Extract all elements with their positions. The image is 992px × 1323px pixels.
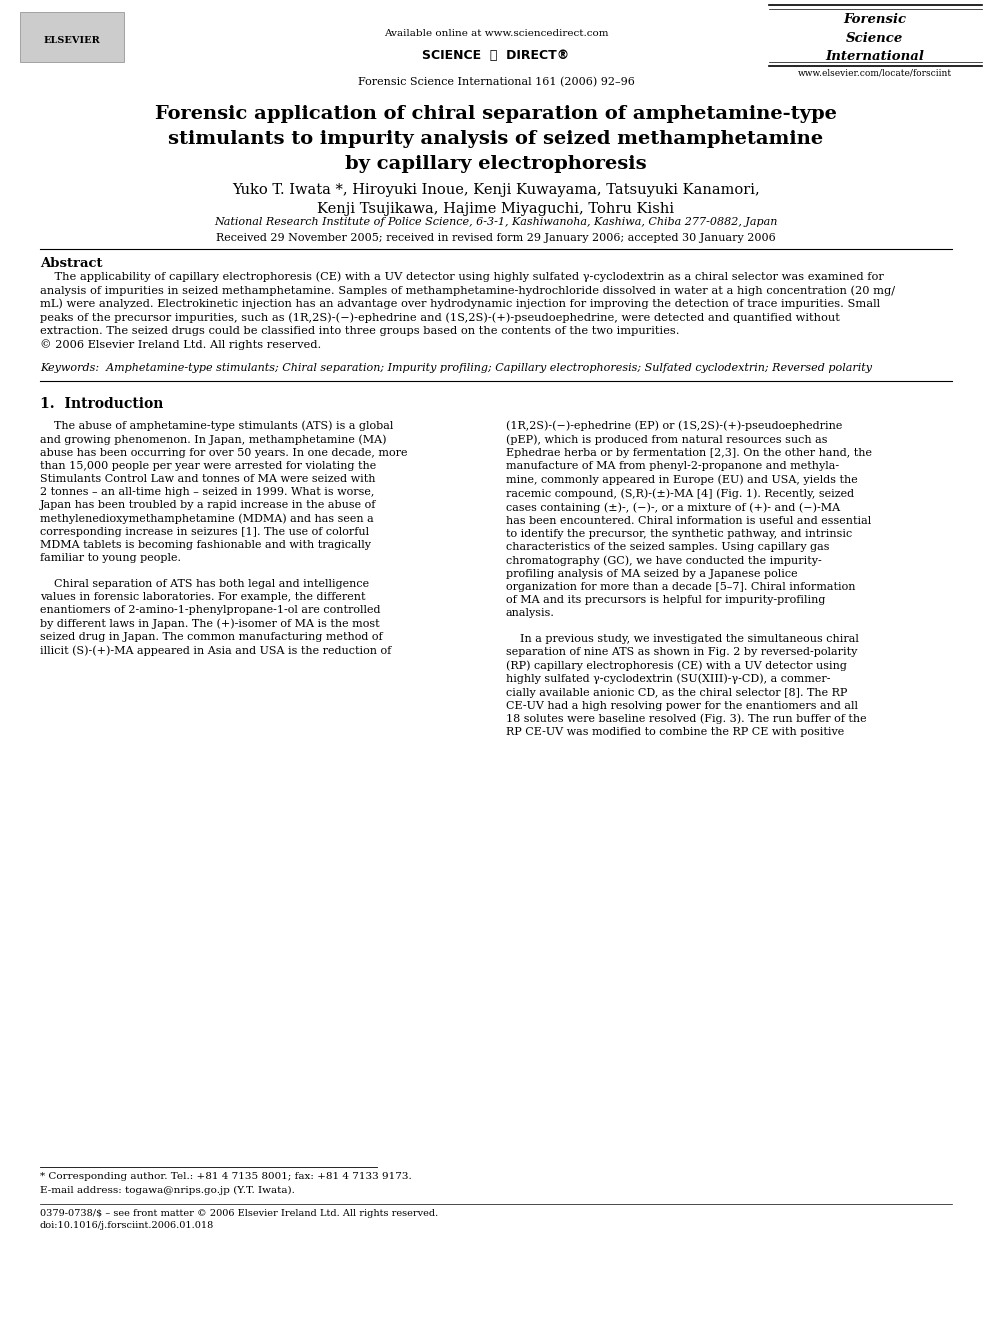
Text: International: International: [825, 50, 925, 64]
Text: 1.  Introduction: 1. Introduction: [40, 397, 163, 411]
FancyBboxPatch shape: [20, 12, 124, 62]
Text: doi:10.1016/j.forsciint.2006.01.018: doi:10.1016/j.forsciint.2006.01.018: [40, 1221, 214, 1230]
Text: Available online at www.sciencedirect.com: Available online at www.sciencedirect.co…: [384, 29, 608, 38]
Text: Science: Science: [846, 32, 904, 45]
Text: Received 29 November 2005; received in revised form 29 January 2006; accepted 30: Received 29 November 2005; received in r…: [216, 233, 776, 243]
Text: The applicability of capillary electrophoresis (CE) with a UV detector using hig: The applicability of capillary electroph…: [40, 271, 895, 351]
Text: (1R,2S)-(−)-ephedrine (EP) or (1S,2S)-(+)-pseudoephedrine
(pEP), which is produc: (1R,2S)-(−)-ephedrine (EP) or (1S,2S)-(+…: [506, 421, 872, 737]
Text: SCIENCE  ⓐ  DIRECT®: SCIENCE ⓐ DIRECT®: [423, 49, 569, 62]
Text: Forensic: Forensic: [843, 13, 907, 26]
Text: Forensic Science International 161 (2006) 92–96: Forensic Science International 161 (2006…: [357, 77, 635, 87]
Text: E-mail address: togawa@nrips.go.jp (Y.T. Iwata).: E-mail address: togawa@nrips.go.jp (Y.T.…: [40, 1185, 295, 1195]
Text: Forensic application of chiral separation of amphetamine-type
stimulants to impu: Forensic application of chiral separatio…: [155, 105, 837, 172]
Text: Keywords:  Amphetamine-type stimulants; Chiral separation; Impurity profiling; C: Keywords: Amphetamine-type stimulants; C…: [40, 363, 872, 373]
Text: ELSEVIER: ELSEVIER: [43, 36, 100, 45]
Text: www.elsevier.com/locate/forsciint: www.elsevier.com/locate/forsciint: [798, 69, 952, 78]
Text: 0379-0738/$ – see front matter © 2006 Elsevier Ireland Ltd. All rights reserved.: 0379-0738/$ – see front matter © 2006 El…: [40, 1209, 437, 1218]
Text: The abuse of amphetamine-type stimulants (ATS) is a global
and growing phenomeno: The abuse of amphetamine-type stimulants…: [40, 421, 407, 656]
Text: Yuko T. Iwata *, Hiroyuki Inoue, Kenji Kuwayama, Tatsuyuki Kanamori,
Kenji Tsuji: Yuko T. Iwata *, Hiroyuki Inoue, Kenji K…: [232, 183, 760, 216]
Text: National Research Institute of Police Science, 6-3-1, Kashiwanoha, Kashiwa, Chib: National Research Institute of Police Sc…: [214, 217, 778, 228]
Text: * Corresponding author. Tel.: +81 4 7135 8001; fax: +81 4 7133 9173.: * Corresponding author. Tel.: +81 4 7135…: [40, 1172, 412, 1181]
Text: Abstract: Abstract: [40, 257, 102, 270]
